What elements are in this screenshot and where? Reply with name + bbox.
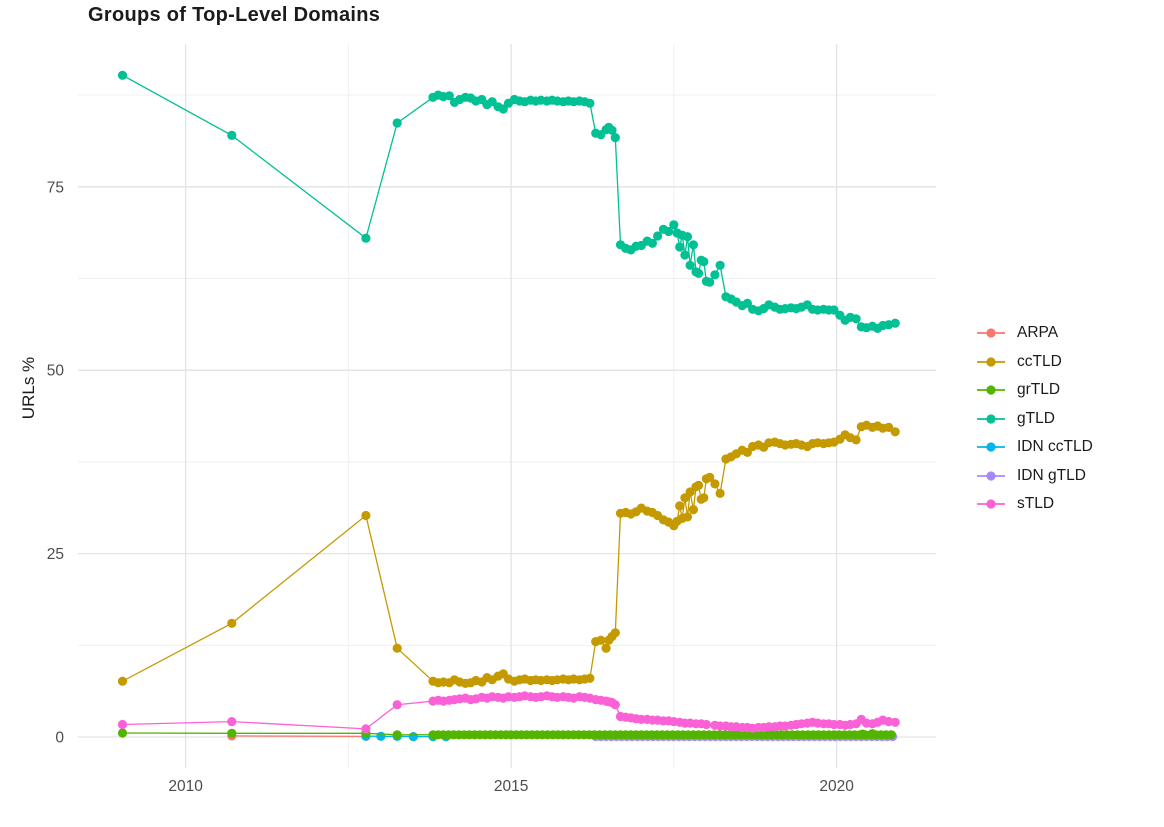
legend-key-icon: [977, 328, 1005, 338]
legend-item-ARPA: ARPA: [976, 319, 1093, 348]
x-tick-label: 2010: [168, 778, 203, 795]
series-point-gTLD: [610, 133, 620, 143]
series-point-IDN-ccTLD: [408, 732, 418, 742]
legend-key-icon: [977, 414, 1005, 424]
series-point-ccTLD: [601, 643, 611, 653]
series-point-sTLD: [361, 724, 371, 734]
series-point-ccTLD: [675, 501, 685, 511]
legend-label: gTLD: [1017, 409, 1055, 427]
series-point-gTLD: [664, 226, 674, 237]
series-point-gTLD: [585, 98, 595, 108]
series-point-ccTLD: [610, 628, 620, 638]
y-tick-label: 50: [47, 363, 65, 380]
series-point-gTLD: [675, 242, 685, 252]
series-point-gTLD: [227, 130, 237, 140]
series-point-ccTLD: [694, 480, 704, 490]
series-point-ccTLD: [117, 676, 128, 686]
series-point-gTLD: [444, 91, 454, 101]
legend-label: IDN gTLD: [1017, 466, 1086, 484]
series-point-gTLD: [705, 277, 715, 287]
series-point-gTLD: [699, 257, 709, 267]
chart-title: Groups of Top-Level Domains: [88, 4, 381, 26]
legend-item-IDN-ccTLD: IDN ccTLD: [976, 433, 1093, 462]
series-line-ARPA: [231, 735, 366, 738]
series-point-sTLD: [610, 700, 620, 710]
series-point-grTLD: [227, 728, 237, 738]
legend-key-icon: [977, 357, 1005, 367]
series-line-ccTLD: [122, 424, 896, 685]
series-point-gTLD: [742, 298, 753, 308]
series-point-gTLD: [685, 260, 695, 270]
y-tick-label: 75: [47, 179, 64, 196]
legend-item-IDN-gTLD: IDN gTLD: [976, 462, 1093, 491]
series-point-gTLD: [653, 231, 663, 241]
y-tick-label: 25: [47, 546, 64, 563]
legend-key-icon: [977, 499, 1005, 509]
series-point-gTLD: [647, 238, 658, 248]
x-tick-label: 2020: [819, 778, 854, 795]
legend-label: ARPA: [1017, 324, 1059, 342]
series-line-gTLD: [122, 74, 896, 330]
legend-item-ccTLD: ccTLD: [976, 348, 1093, 377]
series-point-ccTLD: [685, 487, 695, 497]
legend-item-sTLD: sTLD: [976, 490, 1093, 519]
series-point-gTLD: [694, 268, 704, 278]
series-point-ccTLD: [688, 505, 699, 515]
series-point-sTLD: [890, 717, 900, 727]
y-tick-label: 0: [55, 730, 64, 747]
series-point-gTLD: [607, 125, 617, 135]
legend-label: sTLD: [1017, 495, 1055, 513]
series-point-gTLD: [117, 70, 128, 80]
legend-label: grTLD: [1017, 381, 1061, 399]
series-point-gTLD: [680, 250, 690, 260]
series-point-gTLD: [392, 118, 402, 128]
series-point-ccTLD: [710, 479, 720, 489]
series-point-ccTLD: [705, 472, 715, 482]
series-point-ccTLD: [884, 422, 894, 432]
series-point-gTLD: [682, 232, 693, 242]
series-point-gTLD: [669, 220, 679, 230]
series-point-ccTLD: [699, 493, 709, 503]
legend: ARPA ccTLD grTLD gTLD IDN ccTLD IDN gTLD sTLD: [976, 319, 1093, 519]
x-tick-label: 2015: [494, 778, 528, 795]
series-point-gTLD: [715, 260, 725, 270]
legend-item-grTLD: grTLD: [976, 376, 1093, 405]
series-point-ccTLD: [742, 447, 753, 457]
series-point-gTLD: [890, 318, 900, 328]
series-point-sTLD: [701, 719, 712, 730]
legend-label: IDN ccTLD: [1017, 438, 1093, 456]
series-point-grTLD: [392, 730, 402, 740]
series-point-gTLD: [829, 305, 839, 315]
series-point-grTLD: [117, 728, 128, 738]
series-point-ccTLD: [596, 635, 606, 645]
series-point-ccTLD: [851, 435, 861, 445]
series-point-ccTLD: [715, 488, 725, 498]
legend-label: ccTLD: [1017, 352, 1062, 370]
legend-item-gTLD: gTLD: [976, 405, 1093, 434]
legend-key-icon: [977, 471, 1005, 481]
series-point-grTLD: [886, 730, 896, 740]
series-point-gTLD: [361, 233, 371, 243]
series-point-ccTLD: [227, 618, 237, 628]
series-point-ccTLD: [890, 427, 900, 437]
series-point-ccTLD: [682, 512, 693, 522]
series-point-gTLD: [851, 314, 861, 324]
series-point-sTLD: [392, 700, 402, 710]
legend-key-icon: [977, 442, 1005, 452]
series-point-ccTLD: [361, 510, 371, 521]
series-point-IDN-ccTLD: [376, 731, 386, 741]
series-point-gTLD: [688, 240, 699, 250]
series-point-ccTLD: [392, 643, 402, 653]
y-axis-title: URLs %: [19, 356, 38, 420]
series-point-gTLD: [710, 270, 720, 280]
legend-key-icon: [977, 385, 1005, 395]
series-point-sTLD: [227, 717, 237, 727]
series-point-ccTLD: [585, 673, 595, 683]
series-point-sTLD: [117, 719, 128, 730]
